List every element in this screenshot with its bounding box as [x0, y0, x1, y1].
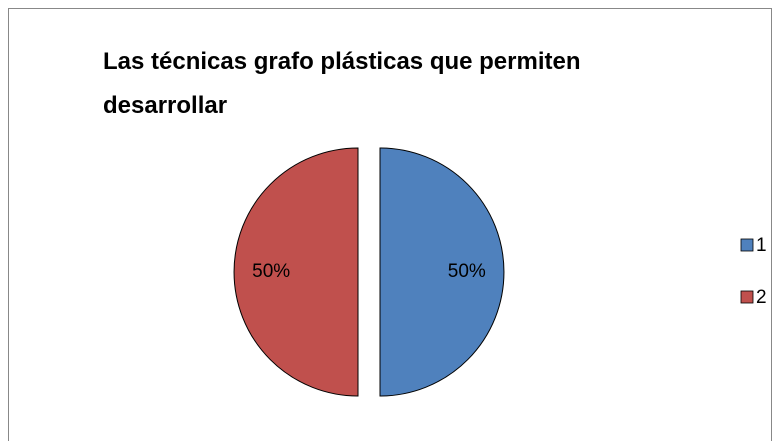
legend-label: 2	[756, 287, 767, 308]
data-label: 50%	[252, 261, 290, 282]
legend-swatch	[740, 238, 754, 252]
pie-slice	[379, 147, 505, 397]
chart-frame	[8, 8, 772, 441]
legend-label: 1	[756, 235, 767, 256]
legend-swatch	[740, 290, 754, 304]
pie-slice	[233, 147, 359, 397]
chart-title: Las técnicas grafo plásticas que permite…	[103, 48, 581, 119]
data-label: 50%	[448, 261, 486, 282]
